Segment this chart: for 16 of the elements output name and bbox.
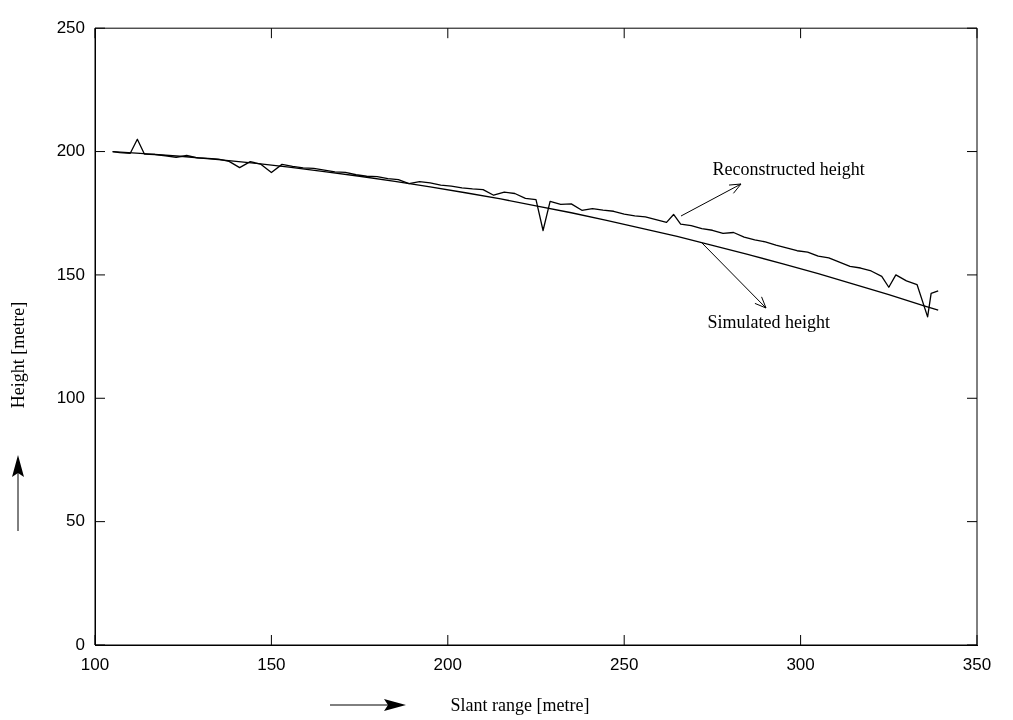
y-tick-label: 250 — [56, 17, 85, 37]
y-tick-label: 50 — [66, 511, 85, 531]
y-tick-label: 100 — [56, 387, 85, 407]
x-tick-label: 350 — [962, 654, 992, 674]
x-tick-label: 200 — [433, 654, 462, 674]
y-tick-label: 200 — [56, 141, 85, 161]
x-tick-label: 300 — [786, 654, 815, 674]
y-axis-title: Height [metre] — [7, 301, 29, 409]
x-tick-label: 150 — [257, 654, 286, 674]
y-tick-label: 0 — [75, 634, 85, 654]
annotation: Reconstructed height — [712, 158, 865, 180]
x-tick-label: 100 — [80, 654, 110, 674]
y-tick-label: 150 — [56, 264, 85, 284]
x-axis-title: Slant range [metre] — [450, 694, 590, 716]
x-tick-label: 250 — [610, 654, 639, 674]
annotation: Simulated height — [707, 311, 831, 333]
